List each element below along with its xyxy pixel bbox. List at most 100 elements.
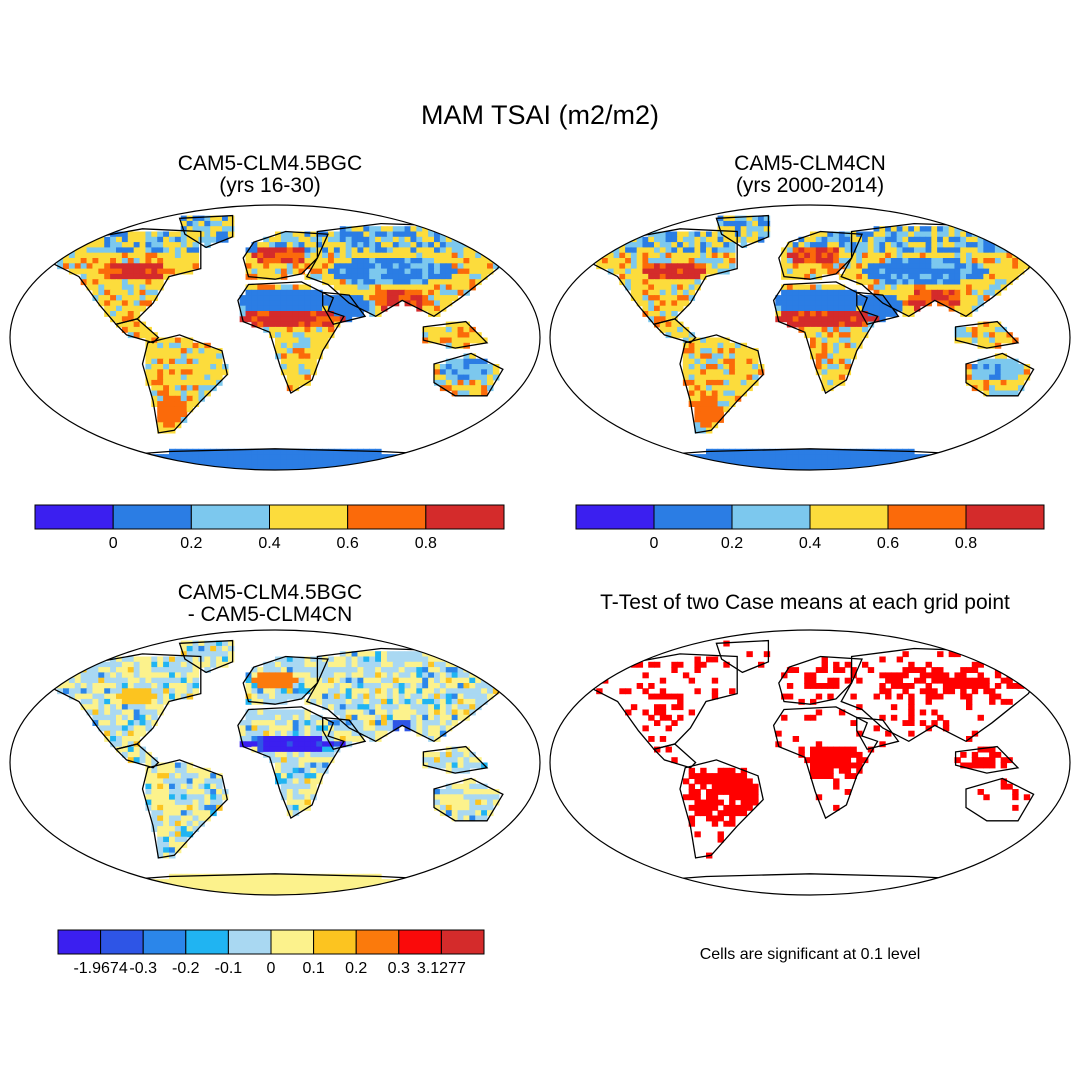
coastline-maritime-asia: [954, 745, 1020, 774]
map-grid-cells: [57, 640, 512, 895]
panel-title-line2: (yrs 16-30): [219, 174, 321, 197]
coastline-greenland: [715, 214, 770, 249]
colorbar-tick-label: 0.3: [388, 960, 410, 977]
panel-title-line1: CAM5-CLM4.5BGC: [177, 152, 363, 175]
colorbar-swatch: [313, 929, 357, 955]
colorbar-swatch: [425, 504, 505, 530]
panel-title-line1: CAM5-CLM4.5BGC: [177, 581, 363, 604]
coastline-greenland: [715, 639, 770, 674]
coastline-south-america: [141, 759, 229, 859]
coastline-africa: [237, 281, 345, 395]
map-grid-cells: [596, 215, 1042, 470]
coastline-europe: [778, 230, 863, 280]
panel-title-line2: (yrs 2000-2014): [735, 174, 885, 197]
coastline-europe: [778, 655, 863, 705]
colorbar-swatch: [398, 929, 442, 955]
coastline-central-america: [114, 743, 160, 769]
coastline-south-america: [679, 759, 764, 859]
map-bottom-left: [9, 629, 541, 896]
coastlines: [51, 639, 515, 895]
colorbar-swatch: [190, 504, 270, 530]
colorbar-swatch: [185, 929, 229, 955]
map-bottom-right: [549, 629, 1071, 896]
coastline-maritime-asia: [422, 745, 489, 774]
colorbar-swatch: [965, 504, 1045, 530]
colorbar-swatch: [270, 929, 315, 955]
significance-note: Cells are significant at 0.1 level: [699, 946, 921, 963]
colorbar-tick-label: 0.8: [955, 535, 977, 552]
map-grid-cells: [57, 215, 512, 470]
panel-title-bottom-left: CAM5-CLM4.5BGC - CAM5-CLM4CN: [20, 582, 520, 626]
colorbar-swatch: [112, 504, 192, 530]
panel-title-line2: - CAM5-CLM4CN: [187, 603, 353, 626]
colorbar-tick-label: 0.2: [721, 535, 743, 552]
coastline-arabia: [856, 291, 900, 326]
main-title: MAM TSAI (m2/m2): [420, 100, 660, 130]
colorbar-swatch: [347, 504, 427, 530]
colorbar-tick-label: 0: [267, 960, 276, 977]
colorbar-tick-label: 0.6: [877, 535, 899, 552]
map-border: [549, 629, 1071, 896]
colorbar-tick-label: 0.2: [345, 960, 367, 977]
colorbar-tick-label: 0: [109, 535, 118, 552]
coastline-north-america: [590, 653, 738, 751]
coastline-australia: [433, 352, 504, 397]
colorbar-tick-label: 0.8: [415, 535, 437, 552]
colorbar-swatch: [227, 929, 272, 955]
map-top-left: [9, 204, 541, 471]
coastline-africa: [772, 281, 879, 395]
map-border: [549, 204, 1071, 471]
panel-title-line1: CAM5-CLM4CN: [734, 152, 886, 175]
coastline-arabia: [322, 291, 367, 326]
colorbar-tick-label: 0: [650, 535, 659, 552]
coastline-australia: [433, 777, 504, 822]
colorbar-tick-label: 0.6: [337, 535, 359, 552]
colorbar-tick-label: 3.1277: [417, 960, 466, 977]
coastline-greenland: [178, 214, 234, 249]
coastline-north-america: [51, 228, 202, 326]
coastline-arabia: [322, 716, 367, 751]
colorbar-tick-label: 0.4: [799, 535, 821, 552]
map-border: [9, 629, 541, 896]
coastline-australia: [965, 777, 1035, 822]
colorbar-swatch: [57, 929, 102, 955]
colorbar-swatch: [731, 504, 811, 530]
coastline-greenland: [178, 639, 234, 674]
colorbar-swatch: [269, 504, 349, 530]
coastline-australia: [965, 352, 1035, 397]
colorbar-swatch: [100, 929, 144, 955]
colorbar-tick-label: 0.1: [302, 960, 324, 977]
colorbar-top-right: 0 0.2 0.4 0.6 0.8: [575, 504, 1045, 552]
colorbar-swatch: [575, 504, 655, 530]
coastline-arabia: [856, 716, 900, 751]
colorbar-difference: -1.9674 -0.3 -0.2 -0.1 0 0.1 0.2 0.3 3.1277: [57, 929, 485, 977]
colorbar-tick-label: -0.2: [172, 960, 200, 977]
colorbar-swatch: [440, 929, 485, 955]
colorbar-swatch: [887, 504, 967, 530]
colorbar-swatch: [34, 504, 114, 530]
map-top-right: [549, 204, 1071, 471]
colorbar-swatch: [809, 504, 889, 530]
coastline-africa: [772, 706, 879, 820]
panel-title-bottom-right: T-Test of two Case means at each grid po…: [535, 592, 1075, 614]
coastline-south-america: [679, 334, 764, 434]
coastline-north-america: [590, 228, 738, 326]
coastlines: [51, 214, 515, 470]
map-border: [9, 204, 541, 471]
coastline-maritime-asia: [422, 320, 489, 349]
colorbar-swatch: [355, 929, 400, 955]
coastline-north-america: [51, 653, 202, 751]
coastline-south-america: [141, 334, 229, 434]
coastline-maritime-asia: [954, 320, 1020, 349]
colorbar-swatch: [142, 929, 187, 955]
colorbar-swatch: [653, 504, 733, 530]
coastline-antarctica: [601, 873, 1019, 895]
colorbar-tick-label: 0.4: [258, 535, 280, 552]
panel-title-top-left: CAM5-CLM4.5BGC (yrs 16-30): [20, 153, 520, 197]
coastlines: [590, 639, 1045, 895]
coastline-africa: [237, 706, 345, 820]
coastline-central-america: [114, 318, 160, 344]
coastline-europe: [242, 230, 329, 280]
coastline-europe: [242, 655, 329, 705]
